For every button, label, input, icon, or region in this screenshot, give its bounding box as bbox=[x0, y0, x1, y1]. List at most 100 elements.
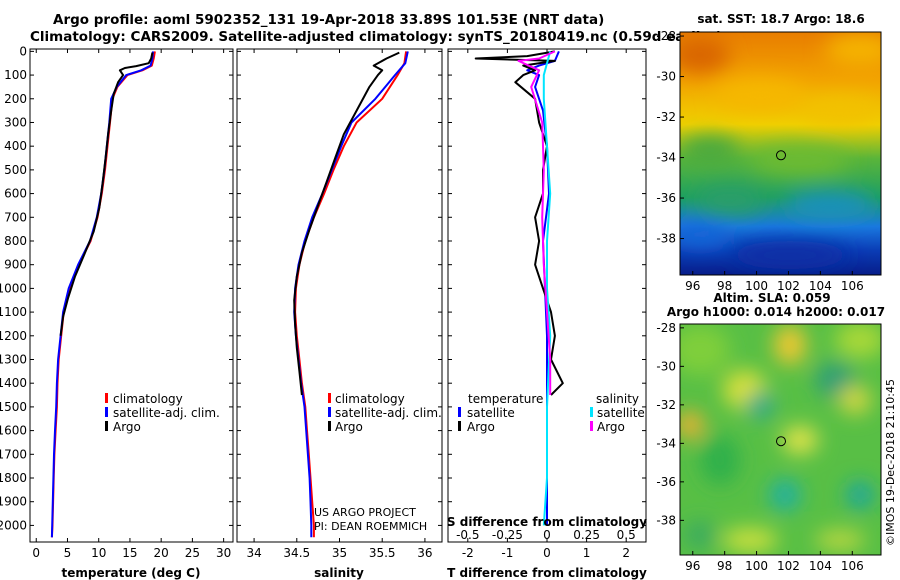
map-y-tick-label: -34 bbox=[656, 436, 676, 450]
salinity-xlabel: salinity bbox=[314, 566, 364, 580]
sla-map-image bbox=[680, 324, 881, 555]
x-tick-label: 35.5 bbox=[369, 546, 396, 560]
sst-map-texture bbox=[680, 34, 881, 269]
x-tick-label: 1 bbox=[583, 546, 591, 560]
sst-map-frame bbox=[679, 31, 882, 276]
depth-tick-label: 900 bbox=[4, 258, 27, 272]
depth-axis: 0 100 200 300 400 500 600 700 800 900 1000 1100 1200… bbox=[0, 44, 646, 532]
legend-swatch-t-satellite bbox=[458, 407, 461, 417]
difference-legend: temperature salinity satellite Argo sate… bbox=[458, 392, 645, 434]
legend-swatch-s-satellite bbox=[590, 407, 593, 417]
legend-swatch-climatology bbox=[105, 393, 108, 403]
depth-tick-label: 1400 bbox=[0, 376, 27, 390]
temperature-panel-frame bbox=[29, 48, 234, 543]
series-line-s-satellite bbox=[542, 51, 552, 526]
salinity-legend: climatology satellite-adj. clim. Argo bbox=[328, 392, 442, 434]
legend-label-t-satellite: satellite bbox=[467, 406, 515, 420]
depth-tick-label: 2000 bbox=[0, 518, 27, 532]
s-tick-label: 0.25 bbox=[573, 528, 600, 542]
map-y-tick-label: -32 bbox=[656, 110, 676, 124]
x-tick-label: 34 bbox=[246, 546, 261, 560]
temperature-xlabel: temperature (deg C) bbox=[62, 566, 201, 580]
sst-map-axes: 96 98 100 102 104 106 -28 -30 -32 -34 -36 -38 bbox=[656, 29, 863, 293]
legend-label-climatology: climatology bbox=[113, 392, 183, 406]
salinity-plot-area bbox=[293, 51, 409, 538]
sla-map-title-line1: Altim. SLA: 0.059 bbox=[713, 291, 830, 305]
x-tick-label: 2 bbox=[622, 546, 630, 560]
x-tick-label: -1 bbox=[501, 546, 513, 560]
series-line-satellite-adj-clim- bbox=[50, 51, 154, 538]
map-y-tick-label: -38 bbox=[656, 232, 676, 246]
depth-tick-label: 1900 bbox=[0, 495, 27, 509]
legend-swatch-satellite-adj bbox=[105, 407, 108, 417]
map-y-tick-label: -30 bbox=[656, 359, 676, 373]
t-difference-x-axis: -2 -1 0 1 2 bbox=[462, 49, 630, 560]
legend-label-argo: Argo bbox=[335, 420, 363, 434]
x-tick-label: 10 bbox=[91, 546, 106, 560]
depth-tick-label: 0 bbox=[19, 44, 27, 58]
depth-tick-label: 100 bbox=[4, 68, 27, 82]
legend-title-temperature: temperature bbox=[468, 392, 543, 406]
map-x-tick-label: 106 bbox=[841, 559, 864, 573]
map-x-tick-label: 104 bbox=[809, 279, 832, 293]
legend-label-satellite-adj: satellite-adj. clim. bbox=[335, 406, 442, 420]
x-tick-label: 20 bbox=[154, 546, 169, 560]
sst-map-title: sat. SST: 18.7 Argo: 18.6 bbox=[697, 12, 864, 26]
s-tick-label: 0 bbox=[543, 528, 551, 542]
figure-title-line1: Argo profile: aoml 5902352_131 19-Apr-20… bbox=[53, 12, 604, 28]
s-tick-label: 0.5 bbox=[617, 528, 636, 542]
map-x-tick-label: 104 bbox=[809, 559, 832, 573]
legend-label-argo: Argo bbox=[113, 420, 141, 434]
legend-label-s-satellite: satellite bbox=[597, 406, 645, 420]
depth-tick-label: 1800 bbox=[0, 471, 27, 485]
salinity-panel-frame bbox=[236, 48, 443, 543]
temperature-legend: climatology satellite-adj. clim. Argo bbox=[105, 392, 220, 434]
legend-label-t-argo: Argo bbox=[467, 420, 495, 434]
legend-label-climatology: climatology bbox=[335, 392, 405, 406]
map-x-tick-label: 96 bbox=[685, 559, 700, 573]
map-y-tick-label: -32 bbox=[656, 398, 676, 412]
legend-swatch-argo bbox=[328, 421, 331, 431]
map-x-tick-label: 100 bbox=[745, 279, 768, 293]
sla-map-axes: 96 98 100 102 104 106 -28 -30 -32 -34 -36 -38 bbox=[656, 321, 863, 573]
figure-title-line2: Climatology: CARS2009. Satellite-adjuste… bbox=[30, 29, 722, 45]
map-x-tick-label: 98 bbox=[717, 559, 732, 573]
x-tick-label: 36 bbox=[417, 546, 432, 560]
depth-tick-label: 800 bbox=[4, 234, 27, 248]
series-line-argo bbox=[59, 52, 154, 336]
map-y-tick-label: -28 bbox=[656, 321, 676, 335]
map-x-tick-label: 100 bbox=[745, 559, 768, 573]
map-x-tick-label: 102 bbox=[777, 279, 800, 293]
depth-tick-label: 200 bbox=[4, 92, 27, 106]
sst-map-image bbox=[680, 32, 881, 275]
legend-swatch-t-argo bbox=[458, 421, 461, 431]
sla-map-title-line2: Argo h1000: 0.014 h2000: 0.017 bbox=[667, 305, 885, 319]
legend-swatch-satellite-adj bbox=[328, 407, 331, 417]
map-y-tick-label: -28 bbox=[656, 29, 676, 43]
series-line-argo bbox=[293, 51, 400, 396]
depth-tick-label: 600 bbox=[4, 187, 27, 201]
depth-tick-label: 300 bbox=[4, 115, 27, 129]
t-difference-xlabel: T difference from climatology bbox=[447, 566, 647, 580]
map-x-tick-label: 98 bbox=[717, 279, 732, 293]
map-y-tick-label: -38 bbox=[656, 513, 676, 527]
credit-pi: PI: DEAN ROEMMICH bbox=[314, 520, 427, 533]
legend-swatch-climatology bbox=[328, 393, 331, 403]
temperature-plot-area bbox=[50, 51, 156, 538]
x-tick-label: 0 bbox=[543, 546, 551, 560]
series-line-t-argo bbox=[474, 50, 564, 396]
credit-project: US ARGO PROJECT bbox=[314, 506, 416, 519]
depth-tick-label: 400 bbox=[4, 139, 27, 153]
x-tick-label: 30 bbox=[216, 546, 231, 560]
x-tick-label: 35 bbox=[332, 546, 347, 560]
depth-tick-label: 700 bbox=[4, 210, 27, 224]
series-line-s-argo bbox=[517, 50, 556, 395]
map-x-tick-label: 106 bbox=[841, 279, 864, 293]
sla-argo-position-marker bbox=[776, 436, 786, 447]
series-line-satellite-adj-clim- bbox=[293, 51, 409, 538]
x-tick-label: 0 bbox=[32, 546, 40, 560]
x-tick-label: 5 bbox=[64, 546, 72, 560]
s-difference-xlabel: S difference from climatology bbox=[447, 515, 647, 529]
depth-tick-label: 1300 bbox=[0, 352, 27, 366]
